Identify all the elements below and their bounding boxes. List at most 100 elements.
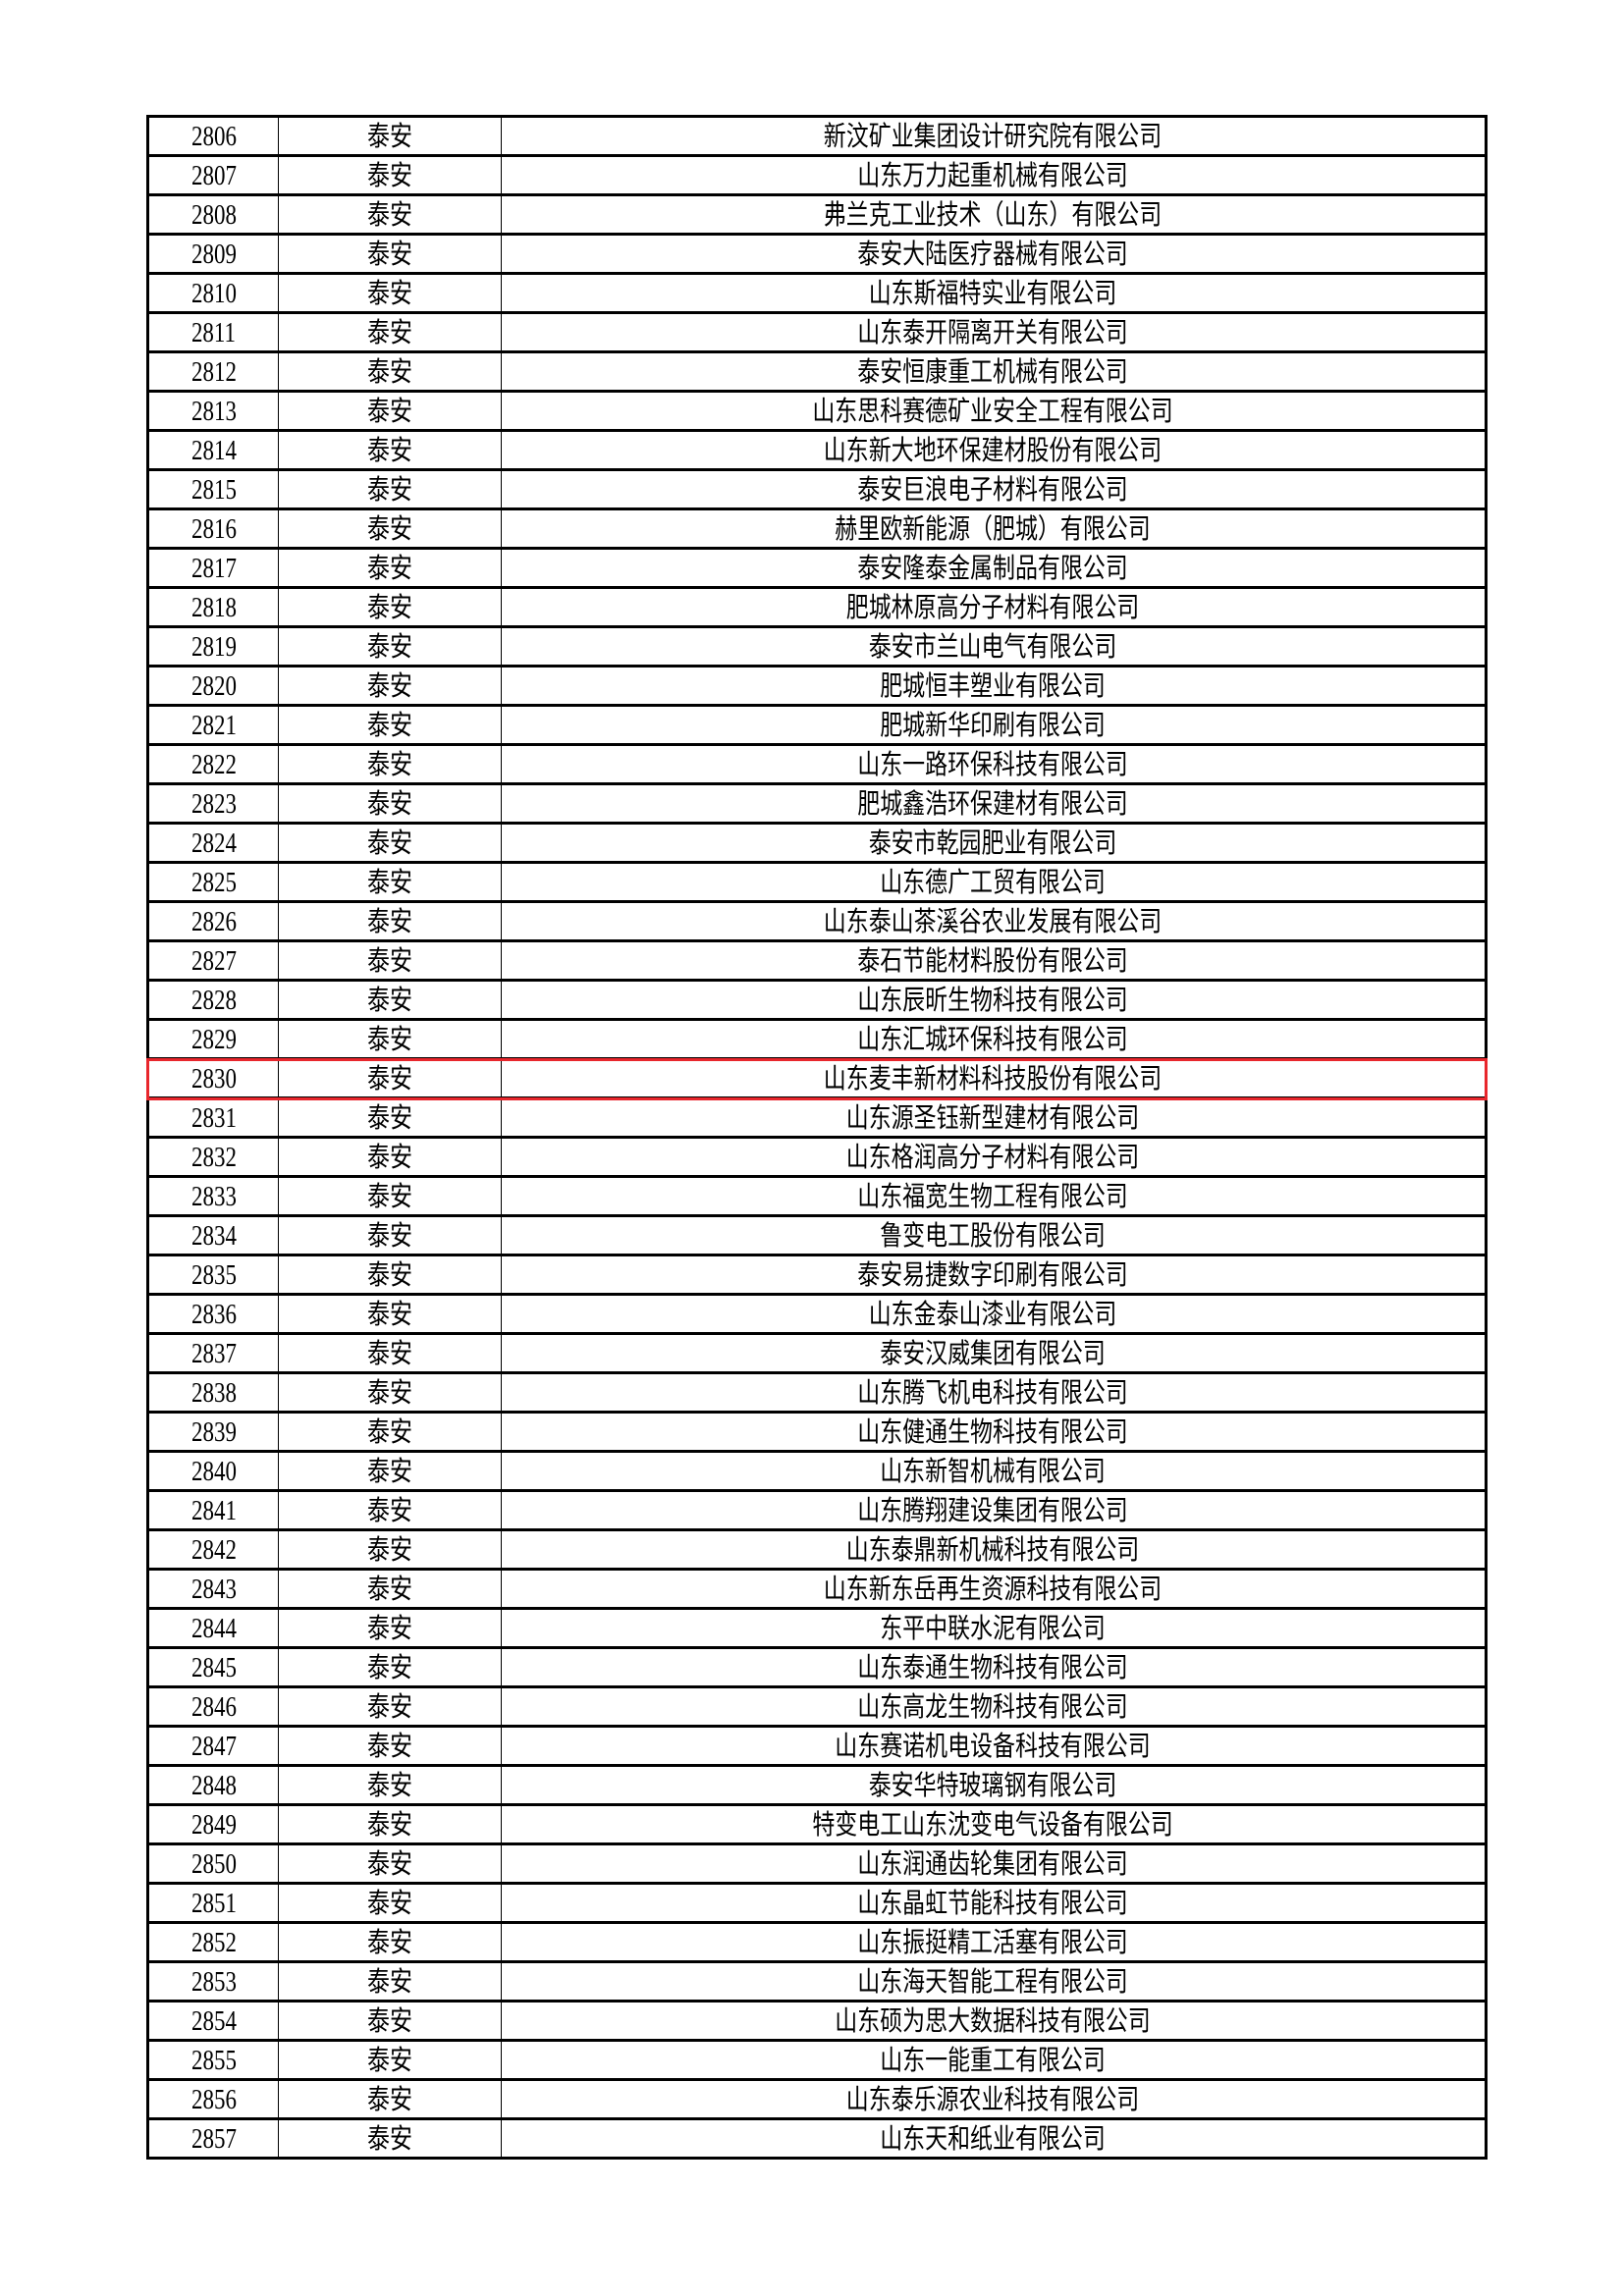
city-cell-text: 泰安: [367, 1025, 412, 1055]
table-row: 2823 泰安 肥城鑫浩环保建材有限公司: [147, 783, 1487, 825]
city-cell-text: 泰安: [367, 1417, 412, 1448]
company-name-cell-text: 山东麦丰新材料科技股份有限公司: [824, 1064, 1163, 1095]
company-name-cell: 肥城鑫浩环保建材有限公司: [501, 783, 1487, 825]
company-name-cell: 山东新大地环保建材股份有限公司: [501, 430, 1487, 471]
table-row: 2828 泰安 山东辰昕生物科技有限公司: [147, 980, 1487, 1021]
row-number-text: 2854: [190, 2006, 237, 2037]
company-name-cell-text: 泰石节能材料股份有限公司: [857, 946, 1129, 977]
row-number: 2853: [147, 1961, 279, 2002]
row-number-text: 2823: [190, 789, 237, 820]
city-cell: 泰安: [278, 666, 502, 707]
city-cell-text: 泰安: [367, 711, 412, 741]
table-row-highlighted: 2830 泰安 山东麦丰新材料科技股份有限公司: [147, 1058, 1487, 1099]
row-number: 2851: [147, 1883, 279, 1924]
row-number: 2826: [147, 901, 279, 942]
table-row: 2814 泰安 山东新大地环保建材股份有限公司: [147, 430, 1487, 471]
row-number: 2840: [147, 1451, 279, 1492]
city-cell-text: 泰安: [367, 1496, 412, 1526]
company-name-cell-text: 肥城新华印刷有限公司: [880, 711, 1107, 741]
city-cell-text: 泰安: [367, 1849, 412, 1880]
row-number-text: 2857: [190, 2124, 237, 2155]
city-cell-text: 泰安: [367, 2006, 412, 2037]
city-cell-text: 泰安: [367, 593, 412, 623]
table-row: 2854 泰安 山东硕为思大数据科技有限公司: [147, 2001, 1487, 2042]
company-name-cell-text: 泰安汉威集团有限公司: [880, 1339, 1107, 1369]
city-cell: 泰安: [278, 1686, 502, 1728]
company-name-cell-text: 山东斯福特实业有限公司: [869, 279, 1117, 309]
company-name-cell: 山东晶虹节能科技有限公司: [501, 1883, 1487, 1924]
company-name-cell-text: 山东天和纸业有限公司: [880, 2124, 1107, 2155]
city-cell-text: 泰安: [367, 357, 412, 388]
company-name-cell: 山东泰通生物科技有限公司: [501, 1647, 1487, 1688]
row-number: 2846: [147, 1686, 279, 1728]
table-row: 2846 泰安 山东高龙生物科技有限公司: [147, 1686, 1487, 1728]
table-row: 2836 泰安 山东金泰山漆业有限公司: [147, 1294, 1487, 1335]
company-name-cell: 山东麦丰新材料科技股份有限公司: [501, 1058, 1487, 1099]
city-cell: 泰安: [278, 508, 502, 550]
row-number-text: 2832: [190, 1143, 237, 1173]
city-cell: 泰安: [278, 587, 502, 628]
company-name-cell-text: 山东泰通生物科技有限公司: [857, 1653, 1129, 1683]
city-cell: 泰安: [278, 548, 502, 589]
table-row: 2839 泰安 山东健通生物科技有限公司: [147, 1412, 1487, 1453]
city-cell: 泰安: [278, 2001, 502, 2042]
city-cell: 泰安: [278, 116, 502, 157]
row-number: 2831: [147, 1097, 279, 1139]
row-number: 2806: [147, 116, 279, 157]
company-name-cell-text: 山东金泰山漆业有限公司: [869, 1300, 1117, 1330]
row-number: 2810: [147, 273, 279, 314]
company-name-cell: 山东新东岳再生资源科技有限公司: [501, 1569, 1487, 1610]
city-cell-text: 泰安: [367, 1143, 412, 1173]
company-name-cell-text: 山东泰鼎新机械科技有限公司: [846, 1535, 1140, 1566]
company-name-cell-text: 山东硕为思大数据科技有限公司: [835, 2006, 1152, 2037]
row-number-text: 2824: [190, 828, 237, 859]
row-number: 2848: [147, 1765, 279, 1806]
company-name-cell-text: 肥城恒丰塑业有限公司: [880, 671, 1107, 702]
row-number-text: 2843: [190, 1575, 237, 1605]
row-number-text: 2816: [190, 514, 237, 545]
row-number-text: 2819: [190, 632, 237, 663]
city-cell-text: 泰安: [367, 240, 412, 270]
company-name-cell: 山东万力起重机械有限公司: [501, 155, 1487, 196]
city-cell: 泰安: [278, 1215, 502, 1256]
company-name-cell-text: 山东泰山茶溪谷农业发展有限公司: [824, 907, 1163, 937]
row-number-text: 2838: [190, 1378, 237, 1409]
row-number: 2847: [147, 1726, 279, 1767]
table-row: 2849 泰安 特变电工山东沈变电气设备有限公司: [147, 1804, 1487, 1845]
company-name-cell-text: 山东福宽生物工程有限公司: [857, 1182, 1129, 1212]
city-cell-text: 泰安: [367, 2124, 412, 2155]
city-cell-text: 泰安: [367, 789, 412, 820]
city-cell: 泰安: [278, 2079, 502, 2120]
company-name-cell: 泰安隆泰金属制品有限公司: [501, 548, 1487, 589]
city-cell-text: 泰安: [367, 907, 412, 937]
city-cell: 泰安: [278, 1647, 502, 1688]
company-name-cell-text: 山东泰开隔离开关有限公司: [857, 318, 1129, 348]
city-cell: 泰安: [278, 1569, 502, 1610]
city-cell: 泰安: [278, 1922, 502, 1963]
company-name-cell: 山东思科赛德矿业安全工程有限公司: [501, 391, 1487, 432]
row-number-text: 2847: [190, 1732, 237, 1762]
company-name-cell: 新汶矿业集团设计研究院有限公司: [501, 116, 1487, 157]
company-name-cell-text: 山东新大地环保建材股份有限公司: [824, 436, 1163, 466]
city-cell-text: 泰安: [367, 750, 412, 780]
city-cell-text: 泰安: [367, 828, 412, 859]
company-name-cell: 赫里欧新能源（肥城）有限公司: [501, 508, 1487, 550]
row-number: 2850: [147, 1843, 279, 1885]
city-cell: 泰安: [278, 234, 502, 275]
company-name-cell: 泰安汉威集团有限公司: [501, 1333, 1487, 1374]
company-name-cell: 肥城恒丰塑业有限公司: [501, 666, 1487, 707]
company-name-cell: 山东新智机械有限公司: [501, 1451, 1487, 1492]
row-number: 2854: [147, 2001, 279, 2042]
city-cell-text: 泰安: [367, 946, 412, 977]
city-cell: 泰安: [278, 1804, 502, 1845]
row-number: 2842: [147, 1529, 279, 1571]
city-cell: 泰安: [278, 1019, 502, 1060]
city-cell: 泰安: [278, 391, 502, 432]
table-row: 2825 泰安 山东德广工贸有限公司: [147, 862, 1487, 903]
row-number: 2819: [147, 626, 279, 667]
row-number-text: 2830: [190, 1064, 237, 1095]
row-number-text: 2844: [190, 1614, 237, 1644]
city-cell-text: 泰安: [367, 2085, 412, 2115]
city-cell: 泰安: [278, 1765, 502, 1806]
city-cell: 泰安: [278, 430, 502, 471]
